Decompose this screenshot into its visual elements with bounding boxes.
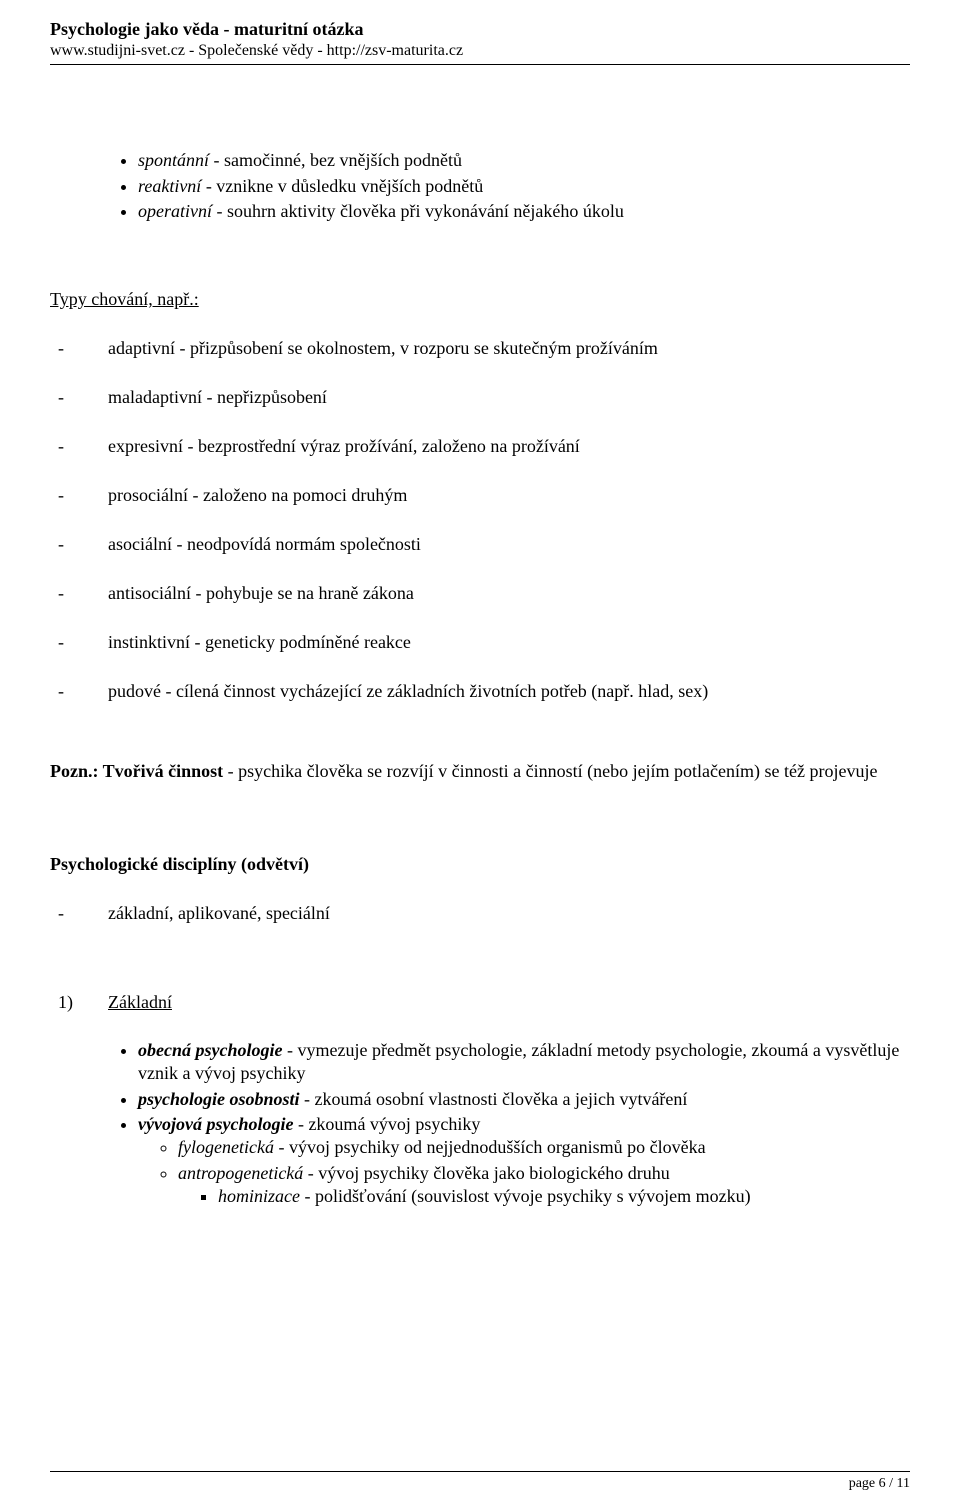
text: prosociální - založeno na pomoci druhým bbox=[108, 485, 910, 506]
term: psychologie osobnosti bbox=[138, 1089, 300, 1109]
pozn-lead: Pozn.: Tvořivá činnost bbox=[50, 761, 223, 781]
text: - zkoumá vývoj psychiky bbox=[293, 1114, 480, 1134]
dash: - bbox=[50, 485, 108, 506]
text: adaptivní - přizpůsobení se okolnostem, … bbox=[108, 338, 910, 359]
text: - souhrn aktivity člověka při vykonávání… bbox=[212, 201, 624, 221]
list-item: vývojová psychologie - zkoumá vývoj psyc… bbox=[138, 1113, 910, 1209]
list-item: -instinktivní - geneticky podmíněné reak… bbox=[50, 632, 910, 653]
text: - zkoumá osobní vlastnosti člověka a jej… bbox=[300, 1089, 688, 1109]
text: - vývoj psychiky od nejjednodušších orga… bbox=[274, 1137, 706, 1157]
term: operativní bbox=[138, 201, 212, 221]
list-item: -maladaptivní - nepřizpůsobení bbox=[50, 387, 910, 408]
term: fylogenetická bbox=[178, 1137, 274, 1157]
typy-heading: Typy chování, např.: bbox=[50, 289, 199, 310]
dash: - bbox=[50, 436, 108, 457]
term: spontánní bbox=[138, 150, 209, 170]
text: - samočinné, bez vnějších podnětů bbox=[209, 150, 462, 170]
dash: - bbox=[50, 632, 108, 653]
list-item: -antisociální - pohybuje se na hraně zák… bbox=[50, 583, 910, 604]
text: - vznikne v důsledku vnějších podnětů bbox=[201, 176, 483, 196]
dash: - bbox=[50, 387, 108, 408]
subsublist: hominizace - polidšťování (souvislost vý… bbox=[218, 1185, 910, 1208]
pozn-paragraph: Pozn.: Tvořivá činnost - psychika člověk… bbox=[50, 760, 910, 783]
page-subtitle: www.studijni-svet.cz - Společenské vědy … bbox=[50, 41, 910, 62]
disciplines-heading: Psychologické disciplíny (odvětví) bbox=[50, 854, 910, 875]
typy-list: -adaptivní - přizpůsobení se okolnostem,… bbox=[50, 338, 910, 702]
dash: - bbox=[50, 338, 108, 359]
list-item: antropogenetická - vývoj psychiky člověk… bbox=[178, 1162, 910, 1209]
sublist: fylogenetická - vývoj psychiky od nejjed… bbox=[178, 1136, 910, 1208]
page-title: Psychologie jako věda - maturitní otázka bbox=[50, 18, 910, 41]
list-item: reaktivní - vznikne v důsledku vnějších … bbox=[138, 175, 910, 198]
list-item: operativní - souhrn aktivity člověka při… bbox=[138, 200, 910, 223]
text: základní, aplikované, speciální bbox=[108, 903, 330, 924]
term: reaktivní bbox=[138, 176, 201, 196]
list-item: fylogenetická - vývoj psychiky od nejjed… bbox=[178, 1136, 910, 1159]
list-item: -adaptivní - přizpůsobení se okolnostem,… bbox=[50, 338, 910, 359]
header-rule bbox=[50, 64, 910, 65]
term: obecná psychologie bbox=[138, 1040, 282, 1060]
list-item: hominizace - polidšťování (souvislost vý… bbox=[218, 1185, 910, 1208]
term: hominizace bbox=[218, 1186, 300, 1206]
disciplines-sub: - základní, aplikované, speciální bbox=[50, 903, 910, 924]
text: maladaptivní - nepřizpůsobení bbox=[108, 387, 910, 408]
zakladni-list: obecná psychologie - vymezuje předmět ps… bbox=[138, 1039, 910, 1209]
text: antisociální - pohybuje se na hraně záko… bbox=[108, 583, 910, 604]
list-item: -prosociální - založeno na pomoci druhým bbox=[50, 485, 910, 506]
number: 1) bbox=[50, 992, 108, 1013]
dash: - bbox=[50, 903, 108, 924]
term: vývojová psychologie bbox=[138, 1114, 293, 1134]
page-number: page 6 / 11 bbox=[849, 1476, 910, 1492]
dash: - bbox=[50, 534, 108, 555]
text: - polidšťování (souvislost vývoje psychi… bbox=[300, 1186, 751, 1206]
zakladni-heading: 1) Základní bbox=[50, 992, 910, 1013]
text: asociální - neodpovídá normám společnost… bbox=[108, 534, 910, 555]
list-item: obecná psychologie - vymezuje předmět ps… bbox=[138, 1039, 910, 1086]
text: expresivní - bezprostřední výraz prožívá… bbox=[108, 436, 910, 457]
pozn-rest: - psychika člověka se rozvíjí v činnosti… bbox=[223, 761, 877, 781]
list-item: psychologie osobnosti - zkoumá osobní vl… bbox=[138, 1088, 910, 1111]
text: - vývoj psychiky člověka jako biologické… bbox=[303, 1163, 669, 1183]
footer-rule bbox=[50, 1471, 910, 1472]
label: Základní bbox=[108, 992, 172, 1013]
dash: - bbox=[50, 681, 108, 702]
term: antropogenetická bbox=[178, 1163, 303, 1183]
list-item: -asociální - neodpovídá normám společnos… bbox=[50, 534, 910, 555]
dash: - bbox=[50, 583, 108, 604]
text: pudové - cílená činnost vycházející ze z… bbox=[108, 681, 910, 702]
list-item: -expresivní - bezprostřední výraz prožív… bbox=[50, 436, 910, 457]
text: instinktivní - geneticky podmíněné reakc… bbox=[108, 632, 910, 653]
list-item: spontánní - samočinné, bez vnějších podn… bbox=[138, 149, 910, 172]
list-item: -pudové - cílená činnost vycházející ze … bbox=[50, 681, 910, 702]
top-bullet-list: spontánní - samočinné, bez vnějších podn… bbox=[138, 149, 910, 223]
